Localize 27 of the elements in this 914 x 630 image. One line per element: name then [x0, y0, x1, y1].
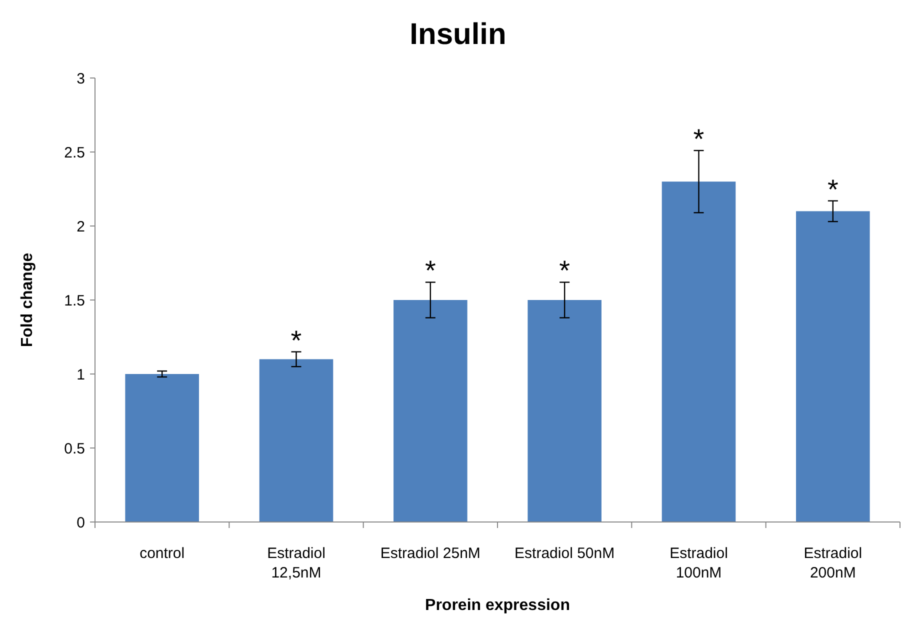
x-tick-label: Estradiol 200nM — [804, 545, 862, 582]
bar — [796, 211, 870, 522]
x-tick-label: Estradiol 25nM — [380, 545, 480, 562]
annotation: * — [290, 324, 302, 356]
y-tick-label: 0 — [76, 514, 85, 532]
x-tick-label: Estradiol 12,5nM — [267, 545, 326, 582]
y-tick-label: 2 — [76, 218, 85, 236]
bar — [662, 182, 736, 522]
chart-title: Insulin — [410, 18, 506, 51]
x-tick-label: control — [140, 545, 185, 562]
y-tick-label: 1 — [76, 366, 85, 384]
annotation: * — [693, 124, 704, 155]
bar — [259, 359, 334, 522]
y-axis-title: Fold change — [19, 252, 36, 348]
x-tick-label: Estradiol 50nM — [514, 545, 615, 562]
x-axis-title: Prorein expression — [425, 597, 570, 614]
x-tick-label: Estradiol 100nM — [670, 545, 728, 582]
y-tick-label: 3 — [76, 70, 85, 88]
bar — [394, 300, 468, 522]
y-tick-label: 0.5 — [64, 440, 85, 458]
annotation: * — [424, 255, 436, 286]
bar — [125, 374, 199, 522]
annotation: * — [559, 255, 570, 286]
annotation: * — [827, 174, 838, 205]
y-tick-label: 1.5 — [64, 292, 85, 310]
y-tick-label: 2.5 — [64, 144, 85, 162]
bar — [528, 300, 602, 522]
